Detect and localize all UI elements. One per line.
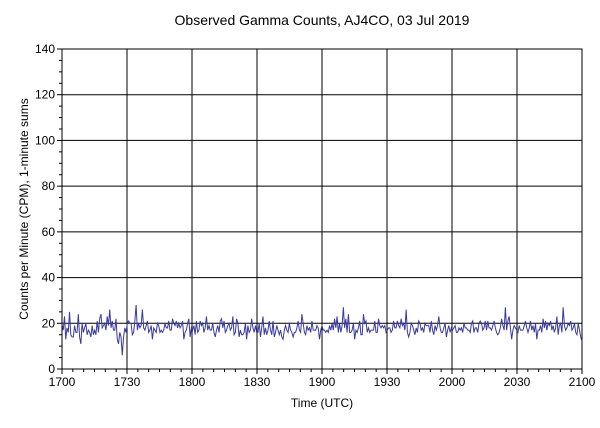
x-tick-label: 1730 <box>114 375 141 389</box>
chart-title: Observed Gamma Counts, AJ4CO, 03 Jul 201… <box>175 12 470 28</box>
series-line <box>61 304 583 356</box>
x-axis: 1700 1730 1800 1830 1900 1930 2000 2030 2100 <box>49 369 596 389</box>
y-tick-label: 60 <box>42 225 56 239</box>
x-tick-label: 1830 <box>244 375 271 389</box>
y-tick-label: 100 <box>35 133 55 147</box>
x-tick-label: 1700 <box>49 375 76 389</box>
y-tick-label: 40 <box>42 271 56 285</box>
x-tick-label: 2030 <box>504 375 531 389</box>
y-tick-label: 0 <box>48 362 55 376</box>
x-tick-label: 1800 <box>179 375 206 389</box>
y-axis: 0 20 40 60 80 100 120 140 <box>35 42 62 376</box>
x-tick-label: 2000 <box>439 375 466 389</box>
y-tick-label: 120 <box>35 88 55 102</box>
x-axis-label: Time (UTC) <box>291 396 353 410</box>
y-tick-label: 140 <box>35 42 55 56</box>
grid <box>62 49 582 369</box>
y-axis-label: Counts per Minute (CPM), 1-minute sums <box>17 98 31 319</box>
y-tick-label: 20 <box>42 316 56 330</box>
x-tick-label: 2100 <box>569 375 596 389</box>
y-tick-label: 80 <box>42 179 56 193</box>
x-tick-label: 1900 <box>309 375 336 389</box>
x-tick-label: 1930 <box>374 375 401 389</box>
series-layer <box>61 304 583 356</box>
